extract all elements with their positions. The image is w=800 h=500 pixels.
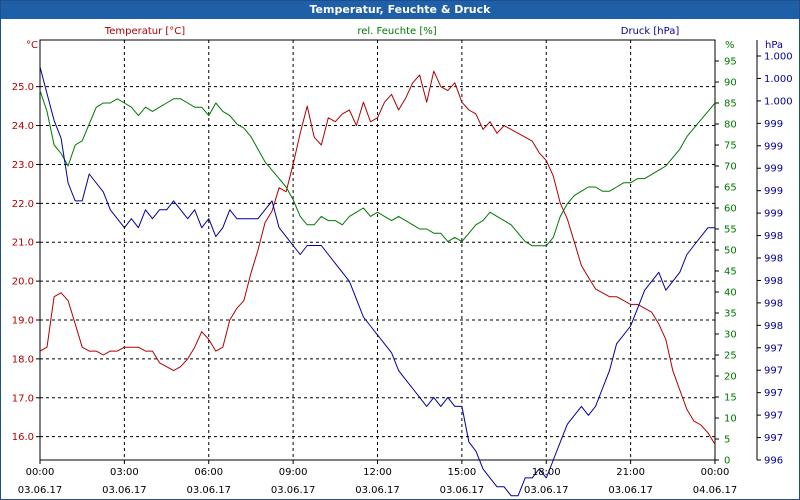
humidity-tick-label: 60 [724,204,737,215]
x-tick-time: 15:00 [447,467,476,478]
temperature-tick-label: 21.0 [12,238,34,249]
pressure-tick-label: 997 [764,388,783,399]
series-line-temperature [39,70,716,445]
humidity-tick-label: 10 [724,414,737,425]
humidity-tick-label: 5 [724,435,730,446]
x-tick-time: 03:00 [110,467,139,478]
humidity-tick-label: 70 [724,162,737,173]
pressure-tick-label: 998 [764,298,783,309]
pressure-tick-label: 997 [764,433,783,444]
x-tick-time: 21:00 [616,467,645,478]
x-tick-time: 09:00 [279,467,308,478]
pressure-axis-unit: hPa [765,40,783,51]
pressure-tick-label: 999 [764,119,783,130]
humidity-tick-label: 30 [724,330,737,341]
temperature-tick-label: 17.0 [12,393,34,404]
x-tick-date: 03.06.17 [440,485,485,496]
x-tick-date: 03.06.17 [608,485,653,496]
x-tick-date: 03.06.17 [355,485,400,496]
temperature-tick-label: 24.0 [12,121,34,132]
x-tick-date: 03.06.17 [18,485,63,496]
humidity-tick-label: 75 [724,141,737,152]
humidity-tick-label: 50 [724,246,737,257]
series-line-pressure [39,66,715,497]
temperature-tick-label: 25.0 [12,82,34,93]
humidity-tick-label: 40 [724,288,737,299]
grid-layer [40,40,715,460]
pressure-tick-label: 999 [764,164,783,175]
temperature-tick-label: 19.0 [12,316,34,327]
pressure-tick-label: 999 [764,209,783,220]
pressure-tick-label: 998 [764,321,783,332]
x-tick-time: 18:00 [532,467,561,478]
axis-layer: 00:00 03.06.17 03:00 03.06.17 06:00 03.06.17 0… [12,26,793,496]
x-tick-time: 00:00 [701,467,730,478]
humidity-tick-label: 15 [724,393,737,404]
x-tick-date: 03.06.17 [186,485,231,496]
temperature-tick-label: 22.0 [12,199,34,210]
humidity-axis-unit: % [725,40,735,51]
pressure-tick-label: 999 [764,186,783,197]
humidity-tick-label: 20 [724,372,737,383]
x-tick-time: 00:00 [26,467,55,478]
x-tick-date: 04.06.17 [693,485,738,496]
pressure-tick-label: 998 [764,254,783,265]
pressure-tick-label: 1.000 [764,74,793,85]
humidity-tick-label: 55 [724,225,737,236]
humidity-tick-label: 45 [724,267,737,278]
pressure-tick-label: 996 [764,456,783,467]
humidity-tick-label: 90 [724,78,737,89]
pressure-tick-label: 998 [764,231,783,242]
x-tick-date: 03.06.17 [524,485,569,496]
humidity-tick-label: 0 [724,456,730,467]
x-tick-time: 06:00 [194,467,223,478]
humidity-tick-label: 95 [724,57,737,68]
humidity-tick-label: 25 [724,351,737,362]
temperature-axis-unit: °C [26,40,38,51]
series-line-humidity [39,90,716,247]
x-tick-time: 12:00 [363,467,392,478]
pressure-tick-label: 997 [764,343,783,354]
humidity-tick-label: 65 [724,183,737,194]
window-title: Temperatur, Feuchte & Druck [1,1,799,19]
pressure-tick-label: 998 [764,276,783,287]
humidity-tick-label: 85 [724,99,737,110]
humidity-tick-label: 80 [724,120,737,131]
humidity-tick-label: 35 [724,309,737,320]
x-tick-date: 03.06.17 [271,485,316,496]
series-layer [39,66,716,497]
temperature-tick-label: 18.0 [12,354,34,365]
pressure-tick-label: 1.000 [764,96,793,107]
pressure-tick-label: 997 [764,411,783,422]
temperature-tick-label: 16.0 [12,432,34,443]
pressure-tick-label: 997 [764,366,783,377]
humidity-axis-label: rel. Feuchte [%] [357,26,436,37]
pressure-tick-label: 999 [764,141,783,152]
temperature-tick-label: 20.0 [12,277,34,288]
pressure-axis-label: Druck [hPa] [621,26,680,37]
pressure-tick-label: 1.000 [764,52,793,63]
x-tick-date: 03.06.17 [102,485,147,496]
temperature-axis-label: Temperatur [°C] [104,26,185,37]
temperature-tick-label: 23.0 [12,160,34,171]
